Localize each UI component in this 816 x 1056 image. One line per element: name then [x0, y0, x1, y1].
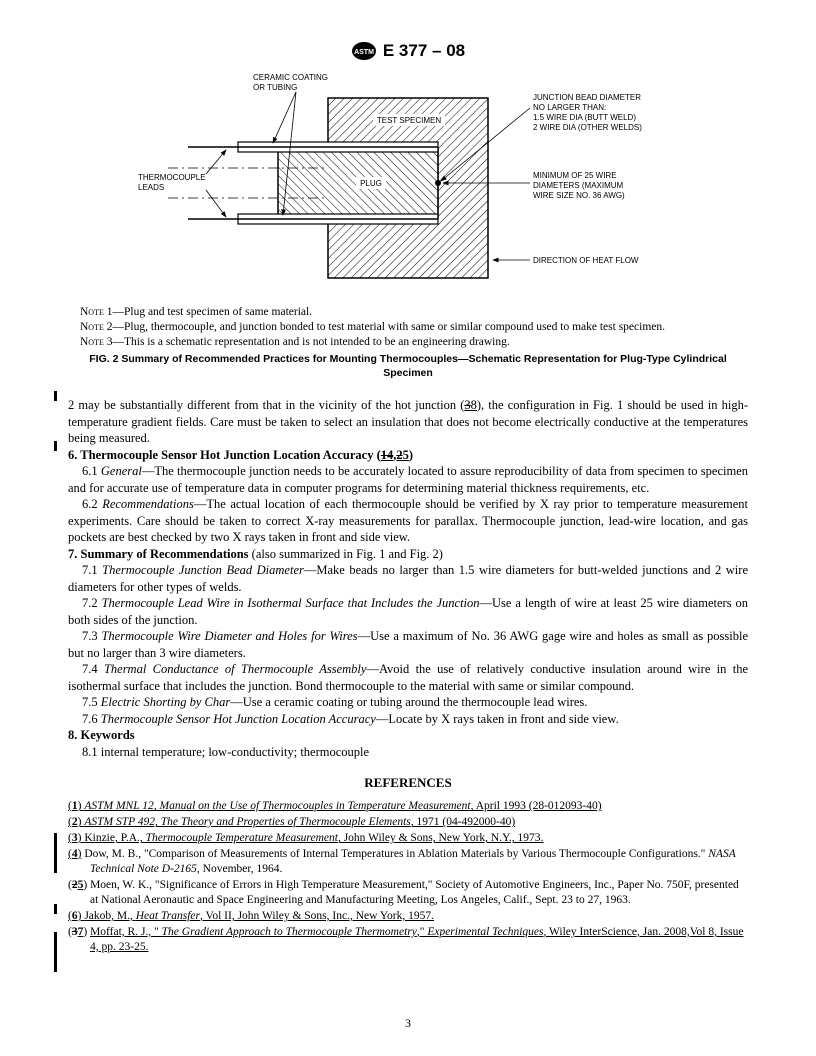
- note-2: 2—Plug, thermocouple, and junction bonde…: [107, 321, 665, 333]
- ref-4: (4) Dow, M. B., "Comparison of Measureme…: [68, 847, 748, 877]
- ref-1: (1) ASTM MNL 12, Manual on the Use of Th…: [68, 799, 748, 814]
- change-bar: [54, 391, 57, 401]
- svg-text:LEADS: LEADS: [138, 183, 164, 192]
- label-ceramic: CERAMIC COATING: [253, 73, 328, 82]
- note-1: 1—Plug and test specimen of same materia…: [107, 306, 312, 318]
- svg-text:DIRECTION OF HEAT FLOW: DIRECTION OF HEAT FLOW: [533, 256, 639, 265]
- section-6-head: 6. Thermocouple Sensor Hot Junction Loca…: [68, 447, 748, 464]
- figure-notes: Note 1—Plug and test specimen of same ma…: [68, 305, 748, 351]
- lead-para-a: 2 may be substantially different from th…: [68, 398, 464, 412]
- figure-caption: FIG. 2 Summary of Recommended Practices …: [68, 353, 748, 381]
- svg-text:ASTM: ASTM: [354, 49, 374, 56]
- page-header: ASTM E 377 – 08: [68, 40, 748, 62]
- page-number: 3: [0, 1016, 816, 1032]
- svg-text:WIRE SIZE NO. 36 AWG): WIRE SIZE NO. 36 AWG): [533, 191, 625, 200]
- body-text: 2 may be substantially different from th…: [68, 397, 748, 760]
- svg-text:1.5 WIRE DIA (BUTT WELD): 1.5 WIRE DIA (BUTT WELD): [533, 113, 636, 122]
- change-bar: [54, 904, 57, 914]
- svg-text:OR TUBING: OR TUBING: [253, 83, 297, 92]
- ref-3: (3) Kinzie, P.A., Thermocouple Temperatu…: [68, 831, 748, 846]
- figure-2: CERAMIC COATING OR TUBING TEST SPECIMEN …: [68, 68, 748, 303]
- astm-logo: ASTM: [351, 41, 377, 61]
- section-7-head: 7. Summary of Recommendations (also summ…: [68, 546, 748, 563]
- change-bar: [54, 932, 57, 972]
- references-list: (1) ASTM MNL 12, Manual on the Use of Th…: [68, 799, 748, 954]
- svg-text:MINIMUM OF 25 WIRE: MINIMUM OF 25 WIRE: [533, 171, 617, 180]
- ref-6: (6) Jakob, M., Heat Transfer, Vol II, Jo…: [68, 909, 748, 924]
- ref-7: (37) Moffat, R. J., " The Gradient Appro…: [68, 925, 748, 955]
- change-bar: [54, 441, 57, 451]
- figure-svg: CERAMIC COATING OR TUBING TEST SPECIMEN …: [128, 68, 688, 298]
- ref-2: (2) ASTM STP 492, The Theory and Propert…: [68, 815, 748, 830]
- svg-text:PLUG: PLUG: [360, 179, 382, 188]
- svg-text:2 WIRE DIA (OTHER WELDS): 2 WIRE DIA (OTHER WELDS): [533, 123, 642, 132]
- svg-text:JUNCTION BEAD DIAMETER: JUNCTION BEAD DIAMETER: [533, 93, 641, 102]
- svg-text:THERMOCOUPLE: THERMOCOUPLE: [138, 173, 206, 182]
- change-bar: [54, 833, 57, 873]
- svg-text:NO LARGER THAN:: NO LARGER THAN:: [533, 103, 606, 112]
- ref-5: (25) Moen, W. K., "Significance of Error…: [68, 878, 748, 908]
- section-8-head: 8. Keywords: [68, 727, 748, 744]
- document-id: E 377 – 08: [383, 40, 465, 62]
- references-heading: REFERENCES: [68, 774, 748, 791]
- svg-text:TEST SPECIMEN: TEST SPECIMEN: [377, 116, 442, 125]
- svg-text:DIAMETERS (MAXIMUM: DIAMETERS (MAXIMUM: [533, 181, 624, 190]
- note-3: 3—This is a schematic representation and…: [107, 336, 510, 348]
